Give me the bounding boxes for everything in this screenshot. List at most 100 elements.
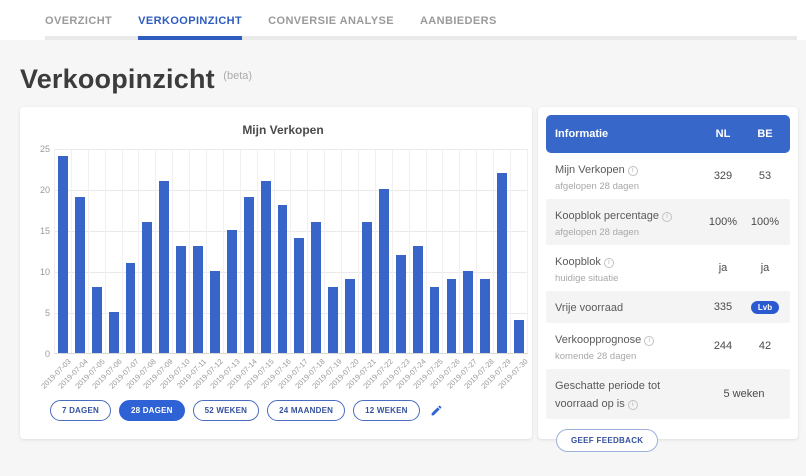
info-row-label: Koopblok i bbox=[555, 256, 614, 268]
info-row-label: Geschatte periode tot voorraad op is i bbox=[555, 380, 661, 410]
y-tick-label: 5 bbox=[44, 308, 50, 318]
info-row-sublabel: komende 28 dagen bbox=[555, 351, 637, 362]
filter-52-weken[interactable]: 52 WEKEN bbox=[192, 400, 260, 421]
filter-12-weken[interactable]: 12 WEKEN bbox=[353, 400, 420, 421]
info-row: Koopblok i huidige situatie ja ja bbox=[546, 245, 790, 291]
bar-cell bbox=[410, 149, 427, 353]
bar-cell bbox=[342, 149, 360, 353]
bar-2019-07-23[interactable] bbox=[395, 254, 406, 353]
info-row-sublabel: afgelopen 28 dagen bbox=[555, 227, 639, 238]
beta-label: (beta) bbox=[223, 70, 253, 82]
info-panel-header: Informatie NL BE bbox=[546, 115, 790, 153]
bar-2019-07-15[interactable] bbox=[260, 180, 271, 353]
info-icon[interactable]: i bbox=[644, 335, 655, 346]
bar-2019-07-20[interactable] bbox=[345, 279, 355, 353]
bar-cell bbox=[123, 149, 140, 353]
chart-title: Mijn Verkopen bbox=[242, 123, 324, 137]
info-row-label: Vrije voorraad bbox=[555, 302, 624, 314]
info-icon[interactable]: i bbox=[627, 399, 638, 410]
info-icon[interactable]: i bbox=[603, 257, 614, 268]
bar-cell bbox=[477, 149, 495, 353]
bar-cell bbox=[443, 149, 461, 353]
info-value-be: Lvb bbox=[744, 300, 786, 314]
info-value-span: 5 weken bbox=[723, 388, 765, 400]
info-row-label: Koopblok percentage i bbox=[555, 210, 672, 222]
bar-2019-07-19[interactable] bbox=[328, 287, 339, 353]
feedback-button[interactable]: GEEF FEEDBACK bbox=[556, 429, 659, 452]
bar-2019-07-07[interactable] bbox=[125, 262, 136, 353]
bar-cell bbox=[325, 149, 343, 353]
info-row-main: Vrije voorraad bbox=[555, 298, 702, 316]
info-row-main: Mijn Verkopen i afgelopen 28 dagen bbox=[555, 160, 702, 192]
info-icon[interactable]: i bbox=[627, 165, 638, 176]
bar-2019-07-18[interactable] bbox=[311, 221, 322, 353]
bar-cell bbox=[224, 149, 241, 353]
top-navigation: OVERZICHT VERKOOPINZICHT CONVERSIE ANALYSE… bbox=[0, 0, 806, 40]
bar-2019-07-21[interactable] bbox=[362, 221, 372, 353]
info-value-be: 53 bbox=[758, 170, 772, 182]
bar-cell bbox=[291, 149, 309, 353]
tab-aanbieders[interactable]: AANBIEDERS bbox=[419, 15, 497, 27]
bar-2019-07-17[interactable] bbox=[294, 238, 305, 353]
info-panel: Informatie NL BE Mijn Verkopen i afgelopen… bbox=[538, 107, 798, 452]
bar-2019-07-03[interactable] bbox=[58, 156, 68, 353]
bar-2019-07-27[interactable] bbox=[463, 271, 474, 353]
info-icon[interactable]: i bbox=[661, 211, 672, 222]
chart-plot-row: 0 5 10 15 20 25 bbox=[38, 144, 528, 359]
bar-cell bbox=[393, 149, 410, 353]
y-tick-label: 15 bbox=[39, 226, 50, 236]
title-row: Verkoopinzicht (beta) bbox=[20, 64, 798, 95]
bar-cell bbox=[190, 149, 208, 353]
filter-24-maanden[interactable]: 24 MAANDEN bbox=[267, 400, 346, 421]
bar-2019-07-13[interactable] bbox=[226, 230, 237, 353]
info-row-main: Koopblok percentage i afgelopen 28 dagen bbox=[555, 206, 702, 238]
y-axis: 0 5 10 15 20 25 bbox=[38, 144, 54, 359]
bar-2019-07-10[interactable] bbox=[176, 246, 187, 353]
page-title: Verkoopinzicht bbox=[20, 64, 215, 94]
info-row: Verkoopprognose i komende 28 dagen 244 42 bbox=[546, 323, 790, 369]
tab-overzicht[interactable]: OVERZICHT bbox=[45, 15, 113, 27]
tab-conversie-analyse[interactable]: CONVERSIE ANALYSE bbox=[268, 15, 394, 27]
bar-2019-07-06[interactable] bbox=[108, 312, 119, 353]
y-tick-label: 25 bbox=[39, 144, 50, 154]
bar-cell bbox=[89, 149, 106, 353]
bar-2019-07-26[interactable] bbox=[446, 279, 457, 353]
bar-2019-07-14[interactable] bbox=[243, 197, 254, 353]
bar-2019-07-09[interactable] bbox=[159, 180, 170, 353]
bar-cell bbox=[156, 149, 174, 353]
period-filters: 7 DAGEN 28 DAGEN 52 WEKEN 24 MAANDEN 12 WEKE… bbox=[50, 400, 528, 421]
bar-2019-07-22[interactable] bbox=[378, 189, 389, 353]
edit-periods-button[interactable] bbox=[428, 402, 445, 419]
bar-2019-07-25[interactable] bbox=[429, 287, 440, 353]
bar-cell bbox=[207, 149, 224, 353]
info-value-nl: 329 bbox=[713, 170, 733, 182]
info-header-col-be: BE bbox=[757, 128, 773, 140]
pencil-icon bbox=[431, 405, 441, 416]
bar-cell bbox=[511, 149, 528, 353]
bar-2019-07-08[interactable] bbox=[142, 221, 153, 353]
info-row-main: Verkoopprognose i komende 28 dagen bbox=[555, 330, 702, 362]
bar-2019-07-30[interactable] bbox=[514, 320, 524, 353]
bar-2019-07-16[interactable] bbox=[277, 205, 288, 353]
sales-chart-card: Mijn Verkopen 0 5 10 15 20 25 2019-07-03 2019-… bbox=[20, 107, 532, 439]
info-row-sublabel: afgelopen 28 dagen bbox=[555, 181, 639, 192]
bar-2019-07-05[interactable] bbox=[91, 287, 102, 353]
info-value-be: 42 bbox=[758, 340, 772, 352]
info-row: Koopblok percentage i afgelopen 28 dagen 10… bbox=[546, 199, 790, 245]
filter-28-dagen[interactable]: 28 DAGEN bbox=[118, 400, 185, 421]
bar-cell bbox=[308, 149, 326, 353]
bar-2019-07-29[interactable] bbox=[497, 172, 508, 353]
bar-cell bbox=[106, 149, 123, 353]
bar-2019-07-04[interactable] bbox=[74, 197, 85, 353]
bar-2019-07-28[interactable] bbox=[480, 279, 491, 353]
tab-verkoopinzicht[interactable]: VERKOOPINZICHT bbox=[138, 15, 243, 40]
info-row: Mijn Verkopen i afgelopen 28 dagen 329 53 bbox=[546, 153, 790, 199]
bar-cell bbox=[258, 149, 275, 353]
info-rows: Mijn Verkopen i afgelopen 28 dagen 329 53 Koo… bbox=[546, 153, 790, 419]
info-row-sublabel: huidige situatie bbox=[555, 273, 619, 284]
bar-2019-07-11[interactable] bbox=[193, 246, 203, 353]
bar-2019-07-12[interactable] bbox=[210, 271, 220, 353]
bar-2019-07-24[interactable] bbox=[412, 246, 423, 353]
filter-7-dagen[interactable]: 7 DAGEN bbox=[50, 400, 111, 421]
y-tick-label: 10 bbox=[39, 267, 50, 277]
